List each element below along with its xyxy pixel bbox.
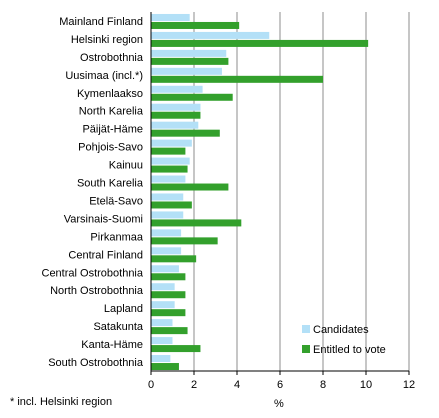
- legend-label-1: Entitled to vote: [313, 344, 386, 356]
- bar-entitled-to-vote-3: [151, 75, 323, 83]
- x-tick-label-10: 10: [360, 379, 372, 391]
- legend-label-0: Candidates: [313, 324, 369, 336]
- bar-candidates-12: [151, 229, 182, 237]
- footnote: * incl. Helsinki region: [10, 396, 113, 408]
- bar-candidates-18: [151, 337, 173, 345]
- bar-candidates-2: [151, 49, 227, 57]
- bar-entitled-to-vote-19: [151, 363, 179, 371]
- bar-candidates-8: [151, 157, 190, 165]
- category-label-2: Ostrobothnia: [80, 52, 144, 64]
- category-labels: Mainland Finland Helsinki region Ostroboth…: [42, 16, 144, 369]
- category-label-14: Central Ostrobothnia: [42, 267, 144, 279]
- bar-candidates-14: [151, 265, 179, 273]
- x-tick-label-4: 4: [234, 379, 240, 391]
- x-tick-label-6: 6: [277, 379, 283, 391]
- category-label-5: North Karelia: [79, 106, 144, 118]
- bar-entitled-to-vote-14: [151, 273, 186, 281]
- bar-entitled-to-vote-7: [151, 147, 186, 155]
- category-label-18: Kanta-Häme: [81, 339, 143, 351]
- category-label-6: Päijät-Häme: [82, 124, 143, 136]
- bar-entitled-to-vote-18: [151, 345, 201, 353]
- bar-candidates-10: [151, 193, 184, 201]
- bar-entitled-to-vote-6: [151, 129, 220, 137]
- bar-candidates-3: [151, 67, 222, 75]
- bar-candidates-13: [151, 247, 182, 255]
- category-label-13: Central Finland: [68, 249, 143, 261]
- category-label-15: North Ostrobothnia: [50, 285, 144, 297]
- bar-entitled-to-vote-12: [151, 237, 218, 245]
- bar-entitled-to-vote-17: [151, 327, 188, 335]
- legend-swatch-1: [302, 345, 310, 353]
- x-axis-label: %: [274, 398, 284, 410]
- x-tick-label-2: 2: [191, 379, 197, 391]
- bar-candidates-5: [151, 103, 201, 111]
- category-label-17: Satakunta: [93, 321, 143, 333]
- bar-entitled-to-vote-0: [151, 21, 240, 29]
- bar-entitled-to-vote-16: [151, 309, 186, 317]
- category-label-10: Etelä-Savo: [89, 195, 143, 207]
- category-label-7: Pohjois-Savo: [78, 142, 143, 154]
- category-label-3: Uusimaa (incl.*): [65, 70, 143, 82]
- x-tick-label-0: 0: [148, 379, 154, 391]
- category-label-4: Kymenlaakso: [77, 88, 143, 100]
- bar-candidates-9: [151, 175, 186, 183]
- category-label-19: South Ostrobothnia: [48, 357, 144, 369]
- bar-candidates-11: [151, 211, 184, 219]
- bar-candidates-7: [151, 139, 192, 147]
- bar-candidates-16: [151, 301, 175, 309]
- x-tick-labels: 0 2 4 6 8 10 12: [148, 371, 415, 391]
- bar-candidates-6: [151, 121, 199, 129]
- bar-entitled-to-vote-13: [151, 255, 197, 263]
- category-label-0: Mainland Finland: [59, 16, 143, 28]
- category-label-16: Lapland: [104, 303, 143, 315]
- bar-candidates-4: [151, 85, 203, 93]
- x-tick-label-12: 12: [403, 379, 415, 391]
- legend-swatch-0: [302, 325, 310, 333]
- bar-candidates-0: [151, 13, 190, 21]
- category-label-9: South Karelia: [77, 178, 144, 190]
- bar-candidates-15: [151, 283, 175, 291]
- bar-candidates-17: [151, 319, 173, 327]
- bar-entitled-to-vote-9: [151, 183, 229, 191]
- bar-candidates-19: [151, 355, 171, 363]
- category-label-11: Varsinais-Suomi: [64, 213, 143, 225]
- bar-candidates-1: [151, 31, 270, 39]
- bar-entitled-to-vote-4: [151, 93, 233, 101]
- bar-entitled-to-vote-8: [151, 165, 188, 173]
- bar-entitled-to-vote-15: [151, 291, 186, 299]
- bar-entitled-to-vote-5: [151, 111, 201, 119]
- category-label-8: Kainuu: [109, 160, 143, 172]
- bar-entitled-to-vote-2: [151, 57, 229, 65]
- legend: Candidates Entitled to vote: [302, 324, 386, 356]
- x-tick-label-8: 8: [320, 379, 326, 391]
- category-label-1: Helsinki region: [71, 34, 143, 46]
- bar-entitled-to-vote-10: [151, 201, 192, 209]
- gridlines: [193, 12, 410, 371]
- category-label-12: Pirkanmaa: [90, 231, 143, 243]
- bars: [151, 13, 369, 371]
- bar-entitled-to-vote-1: [151, 39, 369, 47]
- bar-entitled-to-vote-11: [151, 219, 242, 227]
